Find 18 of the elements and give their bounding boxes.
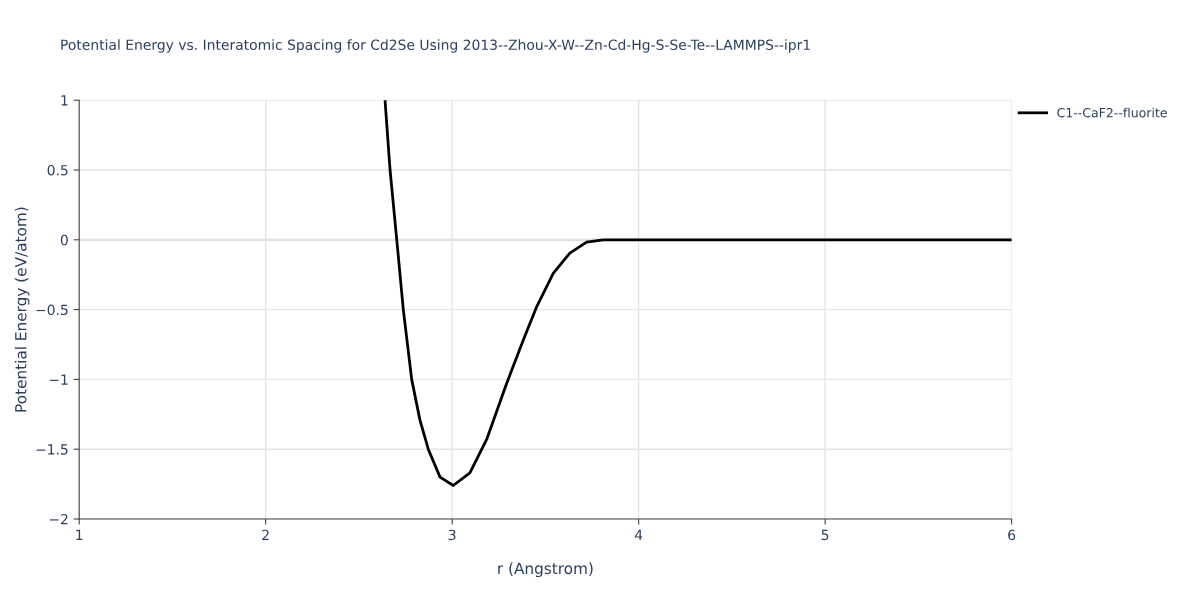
- y-tick-label: 0.5: [47, 164, 68, 176]
- y-tick-label: −1: [49, 374, 68, 385]
- x-tick-label: 4: [634, 529, 643, 540]
- x-tick-label: 1: [76, 529, 83, 540]
- chart-title: Potential Energy vs. Interatomic Spacing for Cd2Se Using 2013--Zhou-X-W--Zn-Cd-Hg-S-Se-Te--LAMMPS--ipr1: [61, 39, 810, 53]
- x-tick-label: 3: [448, 529, 456, 541]
- y-axis-title: Potential Energy (eV/atom): [14, 207, 30, 412]
- x-tick-label: 5: [821, 529, 829, 541]
- y-tick-label: −1.5: [36, 444, 68, 455]
- y-tick-label: 1: [61, 95, 68, 106]
- x-axis-title: r (Angstrom): [498, 562, 593, 578]
- x-tick-label: 2: [262, 529, 269, 540]
- legend-label: C1--CaF2--fluorite: [1057, 107, 1167, 118]
- x-tick-label: 6: [1008, 529, 1016, 541]
- line-series: [383, 100, 1012, 487]
- y-tick-label: 0: [60, 234, 68, 246]
- y-tick-label: −2: [49, 513, 68, 525]
- y-tick-label: −0.5: [36, 304, 68, 316]
